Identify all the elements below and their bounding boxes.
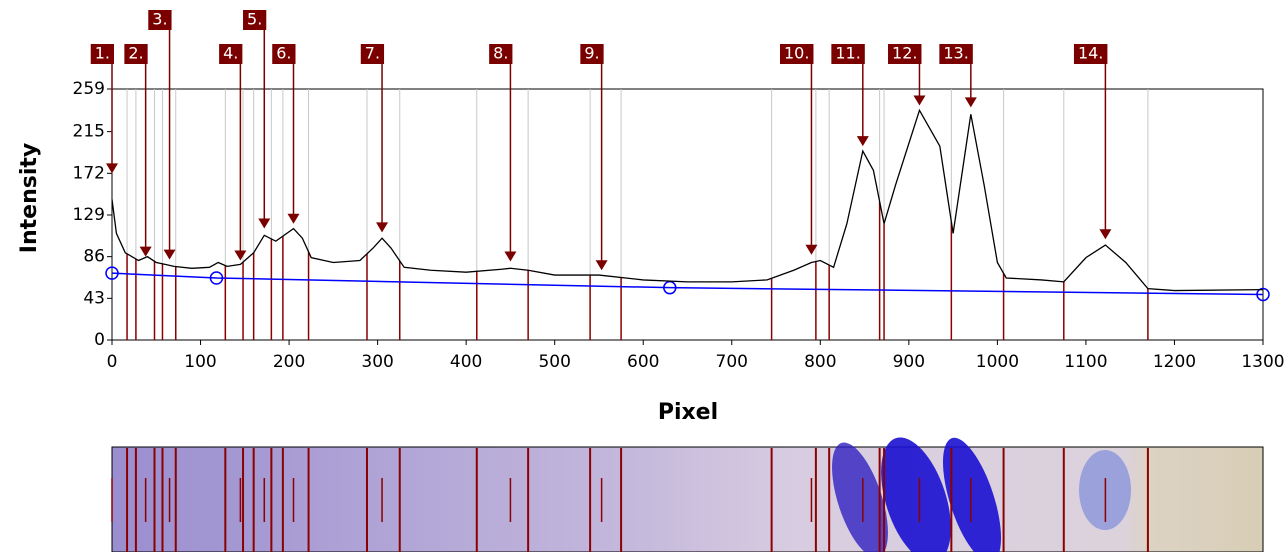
peak-arrow <box>595 260 608 271</box>
peak-label: 6. <box>276 44 291 63</box>
peak-label: 4. <box>223 44 238 63</box>
y-tick-label: 129 <box>73 205 105 225</box>
baseline-anchor <box>105 266 119 280</box>
peak-label-box <box>888 44 922 64</box>
peak-arrow <box>258 218 271 229</box>
peak-label-box <box>1073 44 1108 64</box>
peak-label-box <box>939 44 973 64</box>
peak-label: 1. <box>95 44 110 63</box>
x-tick-label: 400 <box>450 352 482 372</box>
peak-arrow <box>913 95 926 106</box>
peak-label: 10. <box>784 44 809 63</box>
x-tick-label: 600 <box>627 352 659 372</box>
x-tick-label: 1200 <box>1153 352 1196 372</box>
peak-label-box <box>580 44 604 64</box>
peak-label-box <box>360 44 385 64</box>
plot-area <box>111 88 1264 341</box>
gel-band <box>942 437 1002 556</box>
peak-arrow <box>106 163 118 174</box>
y-tick-label: 259 <box>73 79 105 99</box>
y-tick-label: 43 <box>83 288 105 308</box>
x-tick-label: 0 <box>107 352 118 372</box>
peak-label: 2. <box>128 44 143 63</box>
peak-arrow <box>856 136 869 147</box>
peak-label: 9. <box>584 44 599 63</box>
peak-label: 14. <box>1078 44 1103 63</box>
x-tick-label: 100 <box>184 352 216 372</box>
peak-arrow <box>964 97 977 108</box>
peak-label: 11. <box>835 44 860 63</box>
peak-arrow <box>234 250 247 261</box>
intensity-line <box>111 108 1264 292</box>
peak-label-box <box>148 10 172 30</box>
baseline-anchor <box>1256 287 1270 302</box>
y-tick-label: 0 <box>94 330 105 350</box>
peak-label-box <box>90 44 114 64</box>
x-tick-label: 1000 <box>976 352 1019 372</box>
x-tick-label: 1100 <box>1064 352 1107 372</box>
baseline-anchor <box>209 271 224 285</box>
peak-label-box <box>780 44 814 64</box>
x-tick-label: 300 <box>361 352 393 372</box>
x-tick-label: 900 <box>893 352 925 372</box>
peak-label-box <box>243 10 267 30</box>
y-tick-label: 86 <box>83 247 105 267</box>
peak-label-box <box>831 44 865 64</box>
peak-arrow <box>805 244 818 255</box>
x-tick-label: 200 <box>273 352 305 372</box>
peak-label: 8. <box>493 44 508 63</box>
peak-label: 5. <box>247 10 262 29</box>
peak-label-box <box>219 44 243 64</box>
peak-label: 3. <box>152 10 167 29</box>
y-tick-label: 172 <box>73 163 105 183</box>
y-tick-label: 215 <box>73 122 105 142</box>
gel-band <box>832 442 888 556</box>
peak-arrow <box>139 246 152 257</box>
gel-image <box>111 446 1264 553</box>
peak-arrow <box>1099 229 1112 240</box>
x-axis-title: Pixel <box>658 400 718 425</box>
peak-arrow <box>376 222 389 233</box>
gel-band <box>881 437 951 556</box>
peak-label-box <box>489 44 513 64</box>
x-tick-label: 700 <box>716 352 748 372</box>
peak-label-box <box>272 44 296 64</box>
peak-label-box <box>124 44 148 64</box>
x-tick-label: 800 <box>804 352 836 372</box>
x-tick-label: 500 <box>538 352 570 372</box>
peak-label: 7. <box>365 44 380 63</box>
peak-arrow <box>287 213 300 224</box>
peak-label: 13. <box>943 44 968 63</box>
x-tick-label: 1300 <box>1241 352 1284 372</box>
peak-arrow <box>163 249 176 260</box>
y-axis-title: Intensity <box>17 143 42 253</box>
baseline <box>111 272 1264 296</box>
peak-arrow <box>504 251 517 262</box>
peak-label: 12. <box>892 44 917 63</box>
